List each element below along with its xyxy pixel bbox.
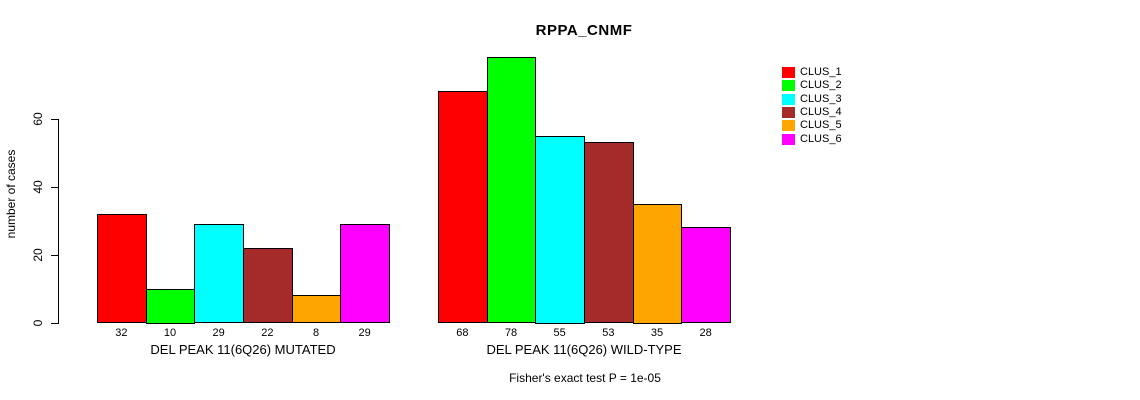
y-axis-tick bbox=[51, 254, 58, 256]
legend-item-clus_6: CLUS_6 bbox=[782, 132, 842, 145]
legend-label: CLUS_6 bbox=[800, 132, 842, 145]
bar-value-label: 32 bbox=[115, 327, 128, 339]
bar-value-label: 10 bbox=[163, 327, 177, 339]
chart-title: RPPA_CNMF bbox=[535, 22, 633, 39]
group-axis-label: DEL PEAK 11(6Q26) MUTATED bbox=[150, 342, 336, 357]
legend-label: CLUS_3 bbox=[800, 92, 842, 105]
y-axis-tick-label: 40 bbox=[31, 179, 45, 194]
legend-swatch bbox=[782, 67, 795, 79]
bar-value-label: 29 bbox=[212, 327, 225, 339]
legend-item-clus_5: CLUS_5 bbox=[782, 119, 842, 132]
bar-clus_1 bbox=[97, 213, 147, 324]
group-axis-label: DEL PEAK 11(6Q26) WILD-TYPE bbox=[486, 342, 682, 357]
legend-item-clus_3: CLUS_3 bbox=[782, 93, 842, 106]
legend-swatch bbox=[782, 93, 795, 105]
legend-item-clus_1: CLUS_1 bbox=[782, 66, 842, 79]
y-axis-title: number of cases bbox=[4, 149, 18, 239]
bar-value-label: 8 bbox=[312, 327, 320, 339]
legend-swatch bbox=[782, 107, 795, 119]
legend-item-clus_4: CLUS_4 bbox=[782, 106, 842, 119]
bar-value-label: 22 bbox=[261, 327, 274, 339]
legend-item-clus_2: CLUS_2 bbox=[782, 79, 842, 92]
bar-clus_6 bbox=[681, 227, 731, 324]
legend-swatch bbox=[782, 80, 795, 92]
bar-value-label: 78 bbox=[504, 327, 518, 339]
y-axis-tick bbox=[51, 186, 58, 188]
y-axis-tick-label: 0 bbox=[31, 319, 45, 326]
bar-clus_4 bbox=[584, 142, 634, 324]
y-axis-tick-label: 20 bbox=[31, 247, 45, 262]
bar-clus_3 bbox=[535, 135, 585, 324]
legend-label: CLUS_1 bbox=[800, 66, 842, 79]
bar-clus_5 bbox=[291, 295, 342, 324]
bar-clus_6 bbox=[340, 223, 390, 324]
bar-value-label: 68 bbox=[456, 327, 469, 339]
bar-clus_5 bbox=[632, 203, 683, 324]
bar-value-label: 55 bbox=[553, 327, 566, 339]
y-axis-tick bbox=[51, 118, 58, 120]
bar-clus_2 bbox=[145, 288, 196, 324]
bar-value-label: 28 bbox=[699, 327, 712, 339]
legend-label: CLUS_5 bbox=[800, 119, 842, 132]
y-axis-line bbox=[58, 118, 59, 324]
bar-clus_2 bbox=[486, 57, 537, 324]
bar-clus_4 bbox=[243, 247, 293, 324]
bar-clus_3 bbox=[194, 223, 244, 324]
y-axis-tick bbox=[51, 322, 58, 324]
footnote-text: Fisher's exact test P = 1e-05 bbox=[509, 371, 661, 385]
legend-swatch bbox=[782, 133, 795, 145]
legend: CLUS_1 CLUS_2 CLUS_3 CLUS_4 CLUS_5 CLUS_6 bbox=[782, 66, 842, 146]
legend-swatch bbox=[782, 120, 795, 132]
y-axis-tick-label: 60 bbox=[31, 111, 45, 126]
bar-value-label: 53 bbox=[602, 327, 615, 339]
legend-label: CLUS_2 bbox=[800, 79, 842, 92]
legend-label: CLUS_4 bbox=[800, 106, 842, 119]
bar-value-label: 29 bbox=[358, 327, 371, 339]
bar-clus_1 bbox=[438, 91, 488, 324]
bar-value-label: 35 bbox=[650, 327, 664, 339]
